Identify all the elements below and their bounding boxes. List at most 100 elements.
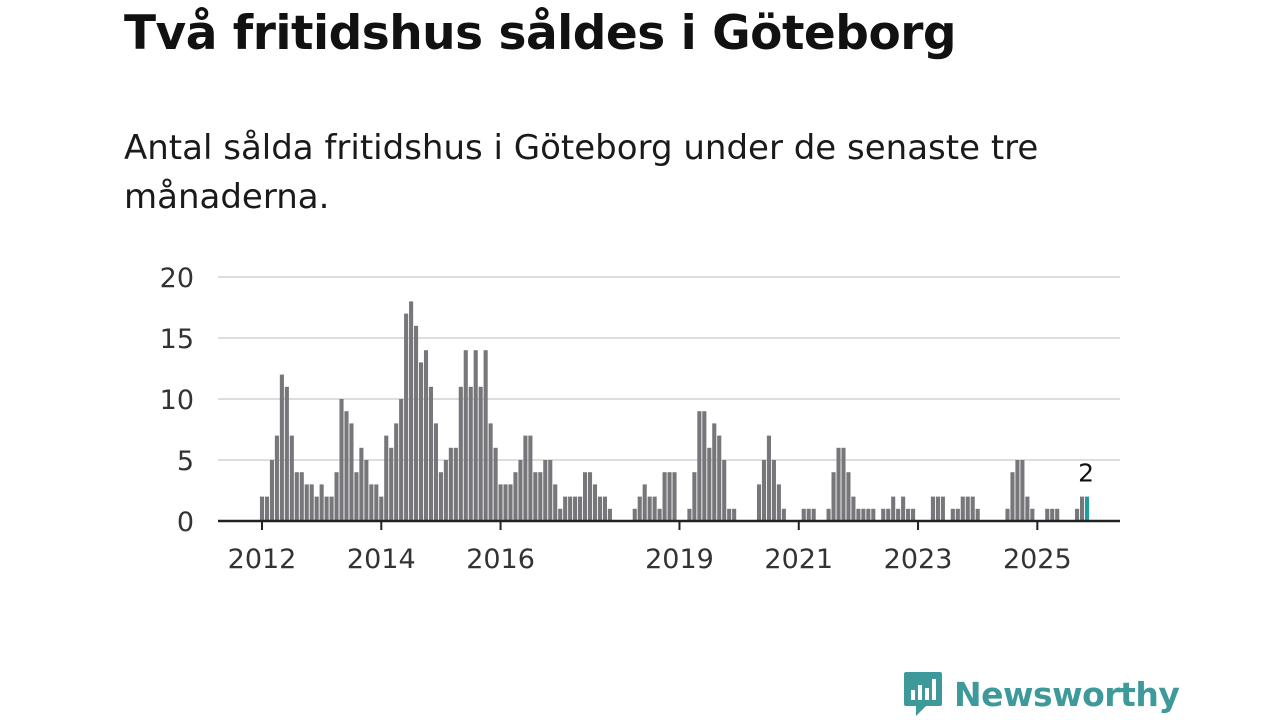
bar [309, 484, 314, 521]
x-tick-label-2016: 2016 [466, 544, 535, 575]
bar [533, 472, 538, 521]
bar [886, 508, 891, 521]
bar [344, 411, 349, 521]
bar [513, 472, 518, 521]
chart-title: Två fritidshus såldes i Göteborg [124, 6, 957, 61]
bar [1020, 460, 1025, 521]
bar [269, 460, 274, 521]
bar [573, 496, 578, 521]
bar [563, 496, 568, 521]
bar [955, 508, 960, 521]
bar [414, 325, 419, 521]
bar [443, 460, 448, 521]
bar [384, 435, 389, 521]
bar [259, 496, 265, 521]
bar [756, 484, 762, 521]
bar [965, 496, 970, 521]
bar [349, 423, 354, 521]
bar [558, 508, 563, 521]
bar [761, 460, 767, 521]
bar [518, 460, 523, 521]
bar [339, 399, 344, 521]
bar [1055, 508, 1060, 521]
y-tick-label-20: 20 [160, 263, 194, 294]
bar [642, 484, 647, 521]
bar [856, 508, 861, 521]
bar [379, 496, 384, 521]
bar [1030, 508, 1035, 521]
bar [329, 496, 334, 521]
bar [319, 484, 324, 521]
bar-highlight [1084, 496, 1090, 521]
bar [662, 472, 667, 521]
bar [1025, 496, 1030, 521]
bar [707, 447, 712, 521]
bar [667, 472, 672, 521]
bar [418, 362, 424, 521]
y-tick-label-0: 0 [177, 507, 194, 538]
y-tick-label-15: 15 [160, 324, 194, 355]
bar [891, 496, 896, 521]
bar [687, 508, 692, 521]
bar [722, 460, 727, 521]
bar [264, 496, 270, 521]
bar [538, 472, 543, 521]
bar [389, 447, 394, 521]
x-tick-label-2023: 2023 [884, 544, 953, 575]
newsworthy-logo-icon [904, 672, 942, 716]
bar [423, 350, 429, 521]
bar [359, 447, 364, 521]
bar [597, 496, 603, 521]
bar [508, 484, 513, 521]
bar [523, 435, 528, 521]
bar [846, 472, 851, 521]
bar [911, 508, 916, 521]
bar [428, 386, 434, 521]
bar [304, 484, 309, 521]
bar [1050, 508, 1055, 521]
bar [727, 508, 732, 521]
bar [334, 472, 339, 521]
bar [836, 447, 841, 521]
x-tick-label-2012: 2012 [228, 544, 297, 575]
bar [776, 484, 781, 521]
bar [975, 508, 980, 521]
bar [468, 386, 473, 521]
bar [602, 496, 607, 521]
bar [652, 496, 657, 521]
bar [960, 496, 965, 521]
y-tick-label-10: 10 [160, 385, 194, 416]
bar [493, 447, 498, 521]
bar [851, 496, 856, 521]
tick-labels: 0 5 10 15 20 2012 2014 2016 2019 2021 2023 2025 2 [160, 263, 1094, 575]
bar [712, 423, 717, 521]
bar [732, 508, 737, 521]
x-tick-label-2021: 2021 [764, 544, 833, 575]
highlight-value-label: 2 [1078, 459, 1094, 488]
bar [299, 472, 304, 521]
bar [692, 472, 697, 521]
bar [279, 374, 284, 521]
bar [637, 496, 642, 521]
bar [354, 472, 359, 521]
bar [587, 472, 593, 521]
bar [478, 386, 483, 521]
bar [901, 496, 906, 521]
bar [1045, 508, 1050, 521]
bar [801, 508, 806, 521]
bar [409, 301, 414, 521]
bar [607, 508, 612, 521]
bar [950, 508, 955, 521]
bar [553, 484, 558, 521]
bar [369, 484, 374, 521]
bar [970, 496, 975, 521]
bar [657, 508, 662, 521]
bar [861, 508, 866, 521]
bar [935, 496, 940, 521]
bar [399, 399, 404, 521]
bar [543, 460, 548, 521]
bar [717, 435, 722, 521]
bar [578, 496, 583, 521]
bar [826, 508, 831, 521]
